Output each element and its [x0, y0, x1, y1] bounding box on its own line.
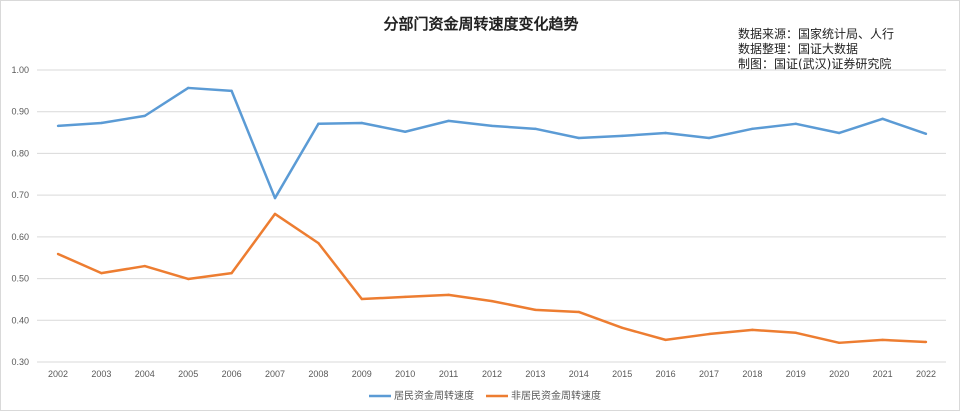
data-point [924, 132, 928, 136]
data-point [664, 131, 667, 135]
data-point [881, 338, 884, 342]
y-tick-label: 0.90 [11, 107, 29, 117]
data-point [447, 119, 450, 123]
x-tick-label: 2015 [612, 369, 632, 379]
data-point [187, 277, 190, 281]
data-point [490, 124, 494, 128]
data-point [317, 122, 320, 126]
data-point [273, 196, 277, 200]
data-point [621, 326, 624, 329]
note-compiler: 数据整理：国证大数据 [738, 42, 859, 56]
data-point [924, 340, 928, 344]
x-tick-label: 2018 [742, 369, 762, 379]
note-author: 制图：国证(武汉)证券研究院 [738, 57, 892, 71]
data-point [143, 114, 146, 118]
data-point [838, 131, 841, 135]
data-point [534, 308, 537, 312]
legend-label: 非居民资金周转速度 [511, 389, 601, 402]
y-tick-label: 0.50 [11, 274, 29, 284]
x-tick-label: 2009 [352, 369, 372, 379]
data-point [56, 252, 60, 256]
y-tick-label: 0.40 [11, 315, 29, 325]
data-point [621, 134, 624, 138]
data-point [56, 124, 60, 128]
x-tick-label: 2005 [178, 369, 198, 379]
x-tick-label: 2022 [916, 369, 936, 379]
x-tick-label: 2002 [48, 369, 68, 379]
data-point [707, 136, 711, 140]
x-tick-label: 2007 [265, 369, 285, 379]
data-point [577, 136, 580, 140]
x-tick-label: 2011 [439, 369, 458, 379]
data-point [534, 127, 537, 131]
x-tick-label: 2014 [569, 369, 589, 379]
legend-label: 居民资金周转速度 [394, 389, 474, 402]
data-point [143, 264, 146, 268]
x-tick-label: 2017 [699, 369, 719, 379]
data-point [273, 212, 277, 216]
data-point [100, 121, 103, 125]
y-tick-label: 0.30 [11, 357, 29, 367]
data-point [230, 89, 233, 93]
data-point [881, 117, 884, 121]
data-point [404, 295, 407, 299]
x-tick-label: 2003 [91, 369, 111, 379]
data-point [838, 341, 841, 345]
data-point [317, 241, 320, 245]
data-point [360, 297, 363, 301]
x-tick-label: 2012 [482, 369, 502, 379]
source-notes: 数据来源：国家统计局、人行 数据整理：国证大数据 制图：国证(武汉)证券研究院 [738, 27, 894, 72]
x-tick-label: 2008 [308, 369, 328, 379]
data-point [447, 293, 450, 297]
data-point [360, 121, 363, 125]
data-point [100, 271, 103, 275]
data-point [794, 122, 797, 126]
data-point [577, 310, 580, 314]
series-line-1 [57, 86, 927, 200]
data-point [707, 332, 711, 336]
x-tick-label: 2013 [525, 369, 545, 379]
data-point [490, 299, 494, 303]
data-point [187, 86, 190, 90]
y-tick-label: 1.00 [11, 65, 29, 75]
note-source: 数据来源：国家统计局、人行 [738, 27, 895, 41]
x-tick-label: 2016 [656, 369, 676, 379]
data-point [404, 130, 407, 133]
x-tick-label: 2020 [829, 369, 849, 379]
x-tick-label: 2021 [873, 369, 893, 379]
data-point [664, 338, 667, 342]
data-point [230, 271, 233, 275]
x-tick-label: 2010 [395, 369, 415, 379]
y-tick-label: 0.80 [11, 148, 29, 158]
x-tick-label: 2006 [222, 369, 242, 379]
chart-title: 分部门资金周转速度变化趋势 [383, 15, 579, 33]
data-point [751, 127, 754, 131]
data-point [751, 328, 754, 332]
x-tick-label: 2019 [786, 369, 806, 379]
y-tick-label: 0.60 [11, 232, 29, 242]
x-tick-label: 2004 [135, 369, 155, 379]
y-tick-label: 0.70 [11, 190, 29, 200]
data-point [794, 331, 797, 334]
